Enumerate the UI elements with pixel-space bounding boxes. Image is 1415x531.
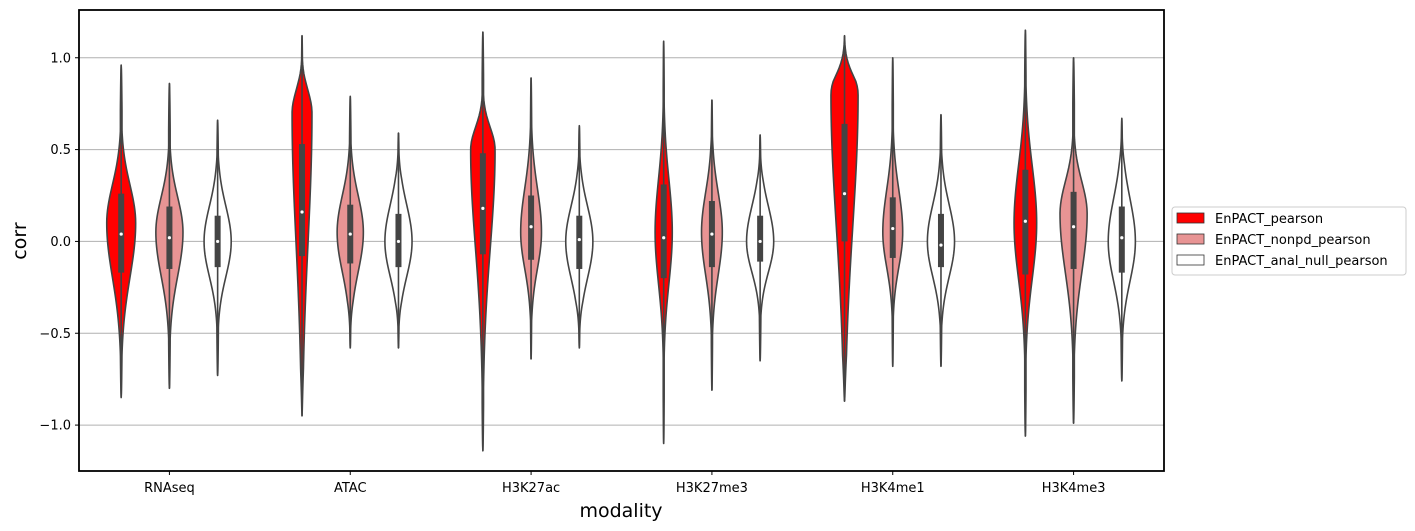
legend-entry: EnPACT_anal_null_pearson bbox=[1215, 254, 1388, 269]
violin-median bbox=[662, 236, 666, 240]
violin-median bbox=[348, 232, 352, 236]
violin-iqr-box bbox=[576, 215, 583, 269]
plot-frame bbox=[78, 9, 1165, 472]
violin-median bbox=[529, 225, 533, 229]
violin-median bbox=[1071, 225, 1076, 229]
violin-median bbox=[758, 239, 762, 244]
violin-median bbox=[1120, 236, 1124, 240]
legend-entry: EnPACT_pearson bbox=[1215, 212, 1323, 227]
violin-median bbox=[167, 236, 172, 240]
violin-median bbox=[891, 226, 895, 231]
y-tick-label: −0.5 bbox=[39, 327, 71, 342]
violin-iqr-box bbox=[1070, 191, 1077, 269]
y-axis: −1.0 −0.5 0.0 0.5 1.0 bbox=[39, 51, 79, 434]
legend: EnPACT_pearson EnPACT_nonpd_pearson EnPACT… bbox=[1171, 206, 1407, 276]
violin-median bbox=[710, 232, 714, 236]
violin-iqr-box bbox=[479, 153, 486, 255]
violin-median bbox=[119, 232, 123, 236]
x-tick-label: RNAseq bbox=[144, 481, 195, 496]
violin-iqr-box bbox=[937, 213, 944, 268]
y-tick-label: 1.0 bbox=[50, 51, 71, 66]
y-tick-label: 0.5 bbox=[50, 143, 71, 158]
x-tick-label: ATAC bbox=[334, 481, 367, 496]
violin-median bbox=[396, 239, 401, 244]
legend-swatch bbox=[1176, 233, 1205, 245]
legend-swatch bbox=[1176, 254, 1205, 266]
x-axis-label: modality bbox=[579, 500, 662, 522]
x-tick-label: H3K4me3 bbox=[1042, 481, 1106, 496]
violin-layer bbox=[105, 29, 1137, 452]
violin-iqr-box bbox=[299, 144, 306, 257]
violin-iqr-box bbox=[841, 123, 848, 242]
legend-entry: EnPACT_nonpd_pearson bbox=[1215, 233, 1371, 248]
violin-median bbox=[842, 192, 847, 196]
violin-iqr-box bbox=[1118, 206, 1125, 273]
x-tick-label: H3K27me3 bbox=[676, 481, 748, 496]
x-tick-label: H3K27ac bbox=[502, 481, 560, 496]
violin-median bbox=[216, 239, 220, 244]
violin-median bbox=[577, 237, 581, 242]
y-tick-label: −1.0 bbox=[39, 419, 71, 434]
violin-median bbox=[939, 243, 943, 247]
legend-swatch bbox=[1176, 212, 1205, 224]
y-axis-label: corr bbox=[9, 222, 31, 260]
violin-median bbox=[1023, 219, 1027, 223]
x-tick-label: H3K4me1 bbox=[861, 481, 925, 496]
grid-layer bbox=[79, 57, 1164, 426]
violin-iqr-box bbox=[660, 184, 667, 279]
violin-median bbox=[300, 210, 304, 214]
y-tick-label: 0.0 bbox=[50, 235, 71, 250]
violin-iqr-box bbox=[757, 215, 764, 262]
violin-median bbox=[481, 206, 485, 210]
x-axis: RNAseq ATAC H3K27ac H3K27me3 H3K4me1 H3K4me3 bbox=[144, 471, 1105, 496]
legend-frame bbox=[1171, 206, 1407, 276]
